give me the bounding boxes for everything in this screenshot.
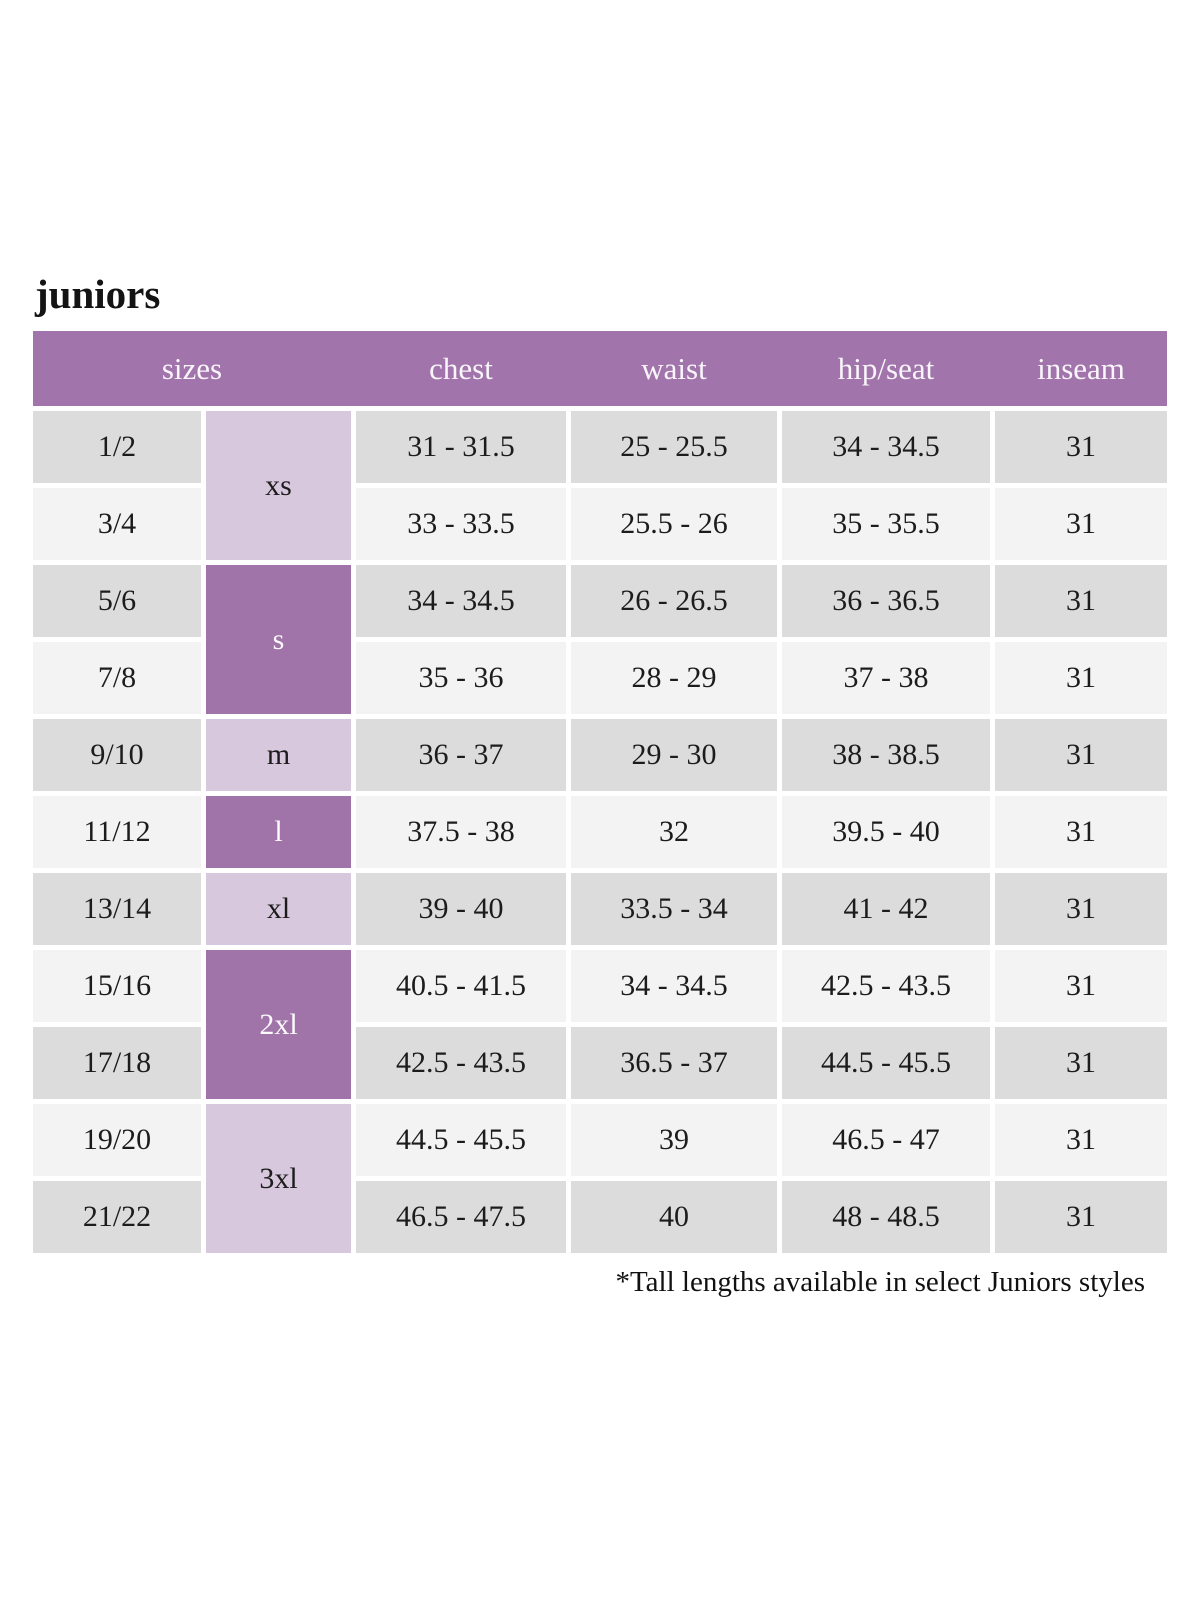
header-label-hip-seat: hip/seat xyxy=(837,350,935,386)
size-cell: 3/4 xyxy=(33,488,201,561)
hip-seat-cell: 41 - 42 xyxy=(782,873,990,946)
header-label-inseam: inseam xyxy=(1037,350,1125,386)
size-group-cell-m: m xyxy=(206,719,351,792)
chest-cell: 40.5 - 41.5 xyxy=(356,950,566,1023)
size-cell: 19/20 xyxy=(33,1104,201,1177)
chest-cell: 35 - 36 xyxy=(356,642,566,715)
inseam-cell: 31 xyxy=(995,719,1167,792)
inseam-cell: 31 xyxy=(995,796,1167,869)
size-cell: 13/14 xyxy=(33,873,201,946)
inseam-cell: 31 xyxy=(995,1181,1167,1254)
chest-cell: 31 - 31.5 xyxy=(356,411,566,484)
header-label-waist: waist xyxy=(641,350,707,386)
chest-cell: 36 - 37 xyxy=(356,719,566,792)
size-group-cell-xs: xs xyxy=(206,411,351,561)
inseam-cell: 31 xyxy=(995,950,1167,1023)
hip-seat-cell: 36 - 36.5 xyxy=(782,565,990,638)
size-cell: 7/8 xyxy=(33,642,201,715)
waist-cell: 34 - 34.5 xyxy=(571,950,777,1023)
size-cell: 11/12 xyxy=(33,796,201,869)
chest-cell: 39 - 40 xyxy=(356,873,566,946)
hip-seat-cell: 37 - 38 xyxy=(782,642,990,715)
size-cell: 21/22 xyxy=(33,1181,201,1254)
waist-cell: 40 xyxy=(571,1181,777,1254)
hip-seat-cell: 35 - 35.5 xyxy=(782,488,990,561)
size-cell: 15/16 xyxy=(33,950,201,1023)
header-label-chest: chest xyxy=(429,350,493,386)
waist-cell: 26 - 26.5 xyxy=(571,565,777,638)
size-cell: 1/2 xyxy=(33,411,201,484)
hip-seat-cell: 44.5 - 45.5 xyxy=(782,1027,990,1100)
chest-cell: 33 - 33.5 xyxy=(356,488,566,561)
waist-cell: 25 - 25.5 xyxy=(571,411,777,484)
waist-cell: 39 xyxy=(571,1104,777,1177)
hip-seat-cell: 42.5 - 43.5 xyxy=(782,950,990,1023)
size-group-cell-s: s xyxy=(206,565,351,715)
waist-cell: 29 - 30 xyxy=(571,719,777,792)
inseam-cell: 31 xyxy=(995,642,1167,715)
hip-seat-cell: 48 - 48.5 xyxy=(782,1181,990,1254)
chest-cell: 44.5 - 45.5 xyxy=(356,1104,566,1177)
inseam-cell: 31 xyxy=(995,1104,1167,1177)
table-header-row: sizes chest waist hip/seat inseam xyxy=(33,331,1167,407)
waist-cell: 25.5 - 26 xyxy=(571,488,777,561)
size-group-cell-xl: xl xyxy=(206,873,351,946)
chest-cell: 37.5 - 38 xyxy=(356,796,566,869)
chest-cell: 34 - 34.5 xyxy=(356,565,566,638)
hip-seat-cell: 46.5 - 47 xyxy=(782,1104,990,1177)
header-label-sizes: sizes xyxy=(161,350,223,386)
page-title: juniors xyxy=(35,271,161,317)
hip-seat-cell: 39.5 - 40 xyxy=(782,796,990,869)
chest-cell: 42.5 - 43.5 xyxy=(356,1027,566,1100)
waist-cell: 33.5 - 34 xyxy=(571,873,777,946)
chest-cell: 46.5 - 47.5 xyxy=(356,1181,566,1254)
size-cell: 17/18 xyxy=(33,1027,201,1100)
inseam-cell: 31 xyxy=(995,873,1167,946)
size-cell: 5/6 xyxy=(33,565,201,638)
size-group-cell-3xl: 3xl xyxy=(206,1104,351,1254)
size-group-cell-l: l xyxy=(206,796,351,869)
juniors-size-table: sizes chest waist hip/seat inseam 1/2 31 … xyxy=(33,331,1167,1254)
inseam-cell: 31 xyxy=(995,488,1167,561)
hip-seat-cell: 38 - 38.5 xyxy=(782,719,990,792)
waist-cell: 32 xyxy=(571,796,777,869)
hip-seat-cell: 34 - 34.5 xyxy=(782,411,990,484)
tall-lengths-footnote: *Tall lengths available in select Junior… xyxy=(615,1266,1145,1299)
inseam-cell: 31 xyxy=(995,1027,1167,1100)
size-group-cell-2xl: 2xl xyxy=(206,950,351,1100)
size-cell: 9/10 xyxy=(33,719,201,792)
waist-cell: 36.5 - 37 xyxy=(571,1027,777,1100)
inseam-cell: 31 xyxy=(995,565,1167,638)
inseam-cell: 31 xyxy=(995,411,1167,484)
waist-cell: 28 - 29 xyxy=(571,642,777,715)
size-guide-section: juniors sizes chest waist hip/seat insea… xyxy=(33,271,1167,1299)
